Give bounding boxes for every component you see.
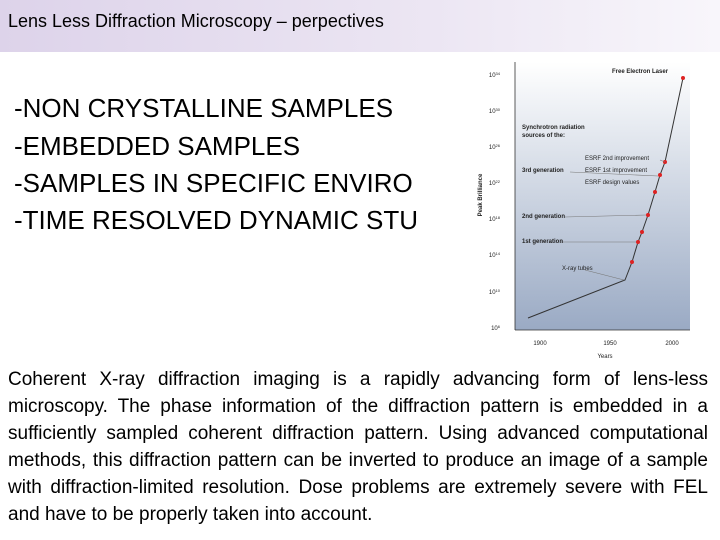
annotation: Synchrotron radiation	[522, 125, 585, 131]
y-tick-label: 1018	[489, 215, 501, 223]
curve	[527, 77, 684, 319]
bullet: -TIME RESOLVED DYNAMIC STU	[14, 205, 419, 235]
annotation: sources of the:	[522, 133, 565, 139]
y-tick-label: 1030	[489, 107, 501, 115]
y-tick-label: 1010	[489, 288, 501, 296]
brilliance-figure: 1034 1030 1026 1022 1018 1014 1010 106 1900 1950 2…	[478, 62, 690, 360]
bullet: -NON CRYSTALLINE SAMPLES	[14, 93, 394, 123]
plot-area	[515, 62, 690, 330]
bullet: -SAMPLES IN SPECIFIC ENVIRO	[14, 168, 413, 198]
bullet: -EMBEDDED SAMPLES	[14, 131, 301, 161]
slide-title: Lens Less Diffraction Microscopy – perpe…	[8, 11, 384, 31]
annotation: Free Electron Laser	[612, 69, 669, 75]
body-text: Coherent X-ray diffraction imaging is a …	[8, 369, 708, 525]
x-axis-label: Years	[597, 354, 612, 360]
annotation: ESRF design values	[585, 180, 639, 186]
y-tick-label: 1022	[489, 179, 501, 187]
y-tick-label: 1014	[489, 251, 501, 259]
annotation: ESRF 1st improvement	[585, 168, 647, 174]
title-bar	[0, 0, 720, 52]
annotation: 1st generation	[522, 239, 563, 245]
annotation: 2nd generation	[522, 214, 565, 220]
annotation: 3rd generation	[522, 168, 564, 174]
points	[630, 76, 685, 264]
y-tick-label: 106	[491, 324, 501, 332]
y-tick-label: 1034	[489, 71, 501, 79]
x-tick-label: 1950	[603, 341, 617, 347]
x-tick-label: 2000	[665, 341, 679, 347]
y-axis-label: Peak Brilliance	[478, 173, 484, 216]
x-tick-label: 1900	[533, 341, 547, 347]
annotation: X-ray tubes	[562, 266, 593, 272]
annotation: ESRF 2nd improvement	[585, 156, 649, 162]
y-tick-label: 1026	[489, 143, 501, 151]
arrows	[560, 159, 666, 281]
